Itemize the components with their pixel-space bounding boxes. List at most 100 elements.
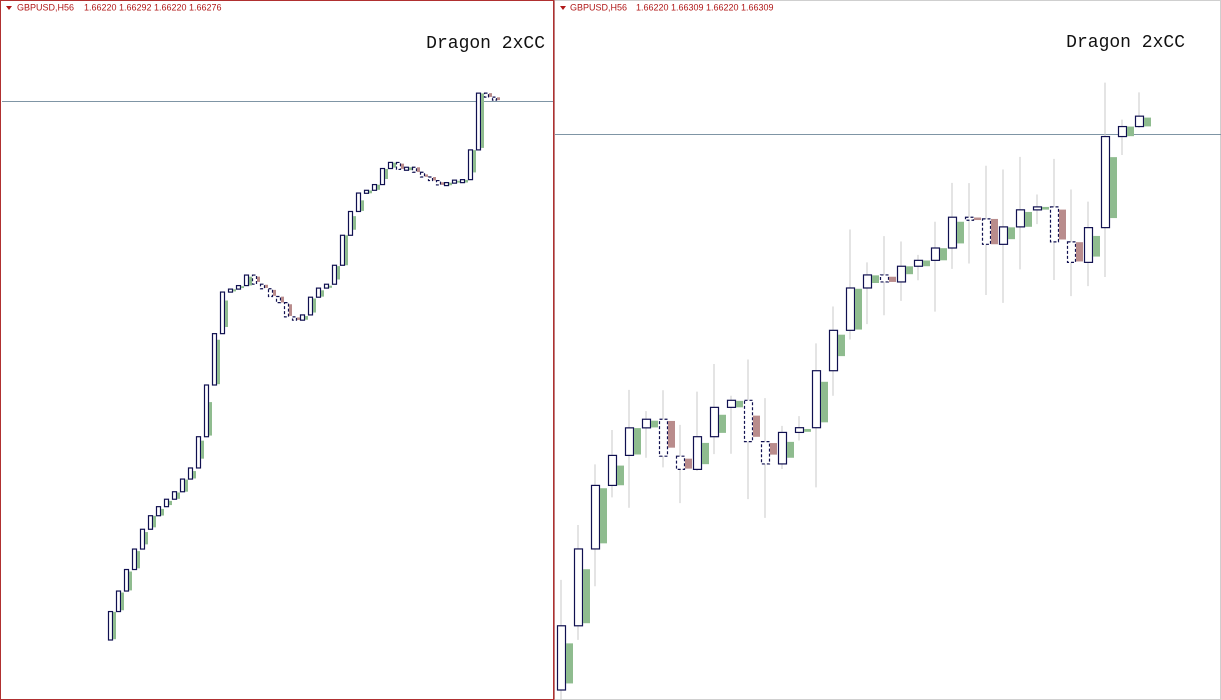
candle-bar [1008, 227, 1015, 240]
candle-body [467, 149, 474, 181]
candle-body [1134, 115, 1145, 128]
candle-body [947, 216, 958, 249]
candle-bar [201, 440, 204, 459]
candle-bar [583, 569, 590, 624]
candle-bar [409, 167, 412, 171]
candle-body [163, 498, 170, 508]
candle-bar [305, 316, 308, 320]
candle-body [195, 436, 202, 469]
candle-bar [193, 471, 196, 479]
candle-body [590, 484, 601, 550]
candle-body [435, 179, 442, 186]
candle-bar [137, 551, 140, 569]
candle-body [131, 548, 138, 571]
candle-body [211, 333, 218, 386]
candle-bar [1110, 157, 1117, 219]
candle-bar [473, 150, 476, 173]
candle-bar [770, 443, 777, 455]
candle-bar [719, 414, 726, 433]
candle-body [411, 166, 418, 173]
candle-body [1083, 227, 1094, 263]
quote: 1.66220 [706, 2, 739, 12]
candle-bar [940, 248, 947, 261]
candle-bar [702, 442, 709, 465]
candle-bar [321, 290, 324, 297]
candle-body [896, 265, 907, 283]
candle-bar [425, 174, 428, 177]
menu-arrow[interactable] [560, 6, 566, 10]
candle-bar [297, 317, 300, 320]
candle-bar [991, 218, 998, 245]
candle-bar [145, 532, 148, 545]
candle-body [347, 210, 354, 236]
candle-bar [329, 285, 332, 288]
candle-bar [289, 304, 292, 316]
candle-bar [481, 93, 484, 148]
candle-body [483, 92, 490, 98]
candle-bar [177, 492, 180, 499]
candle-bar [1076, 242, 1083, 262]
candle-bar [457, 180, 460, 183]
candle-body [1066, 241, 1077, 263]
candle-body [641, 418, 652, 429]
indicator-label: Dragon 2xCC [1066, 33, 1185, 53]
candle-bar [393, 162, 396, 168]
quote: 1.66309 [741, 2, 774, 12]
candle-bar [225, 300, 228, 328]
candle-body [1100, 135, 1111, 229]
candle-bar [821, 381, 828, 423]
candle-body [726, 399, 737, 408]
candle-body [259, 283, 266, 290]
candle-body [331, 264, 338, 285]
candle-body [107, 610, 114, 641]
candle-body [123, 568, 130, 592]
candle-body [913, 259, 924, 267]
candle-body [371, 183, 378, 191]
candle-body [998, 226, 1009, 245]
candle-bar [441, 182, 444, 185]
candle-body [395, 161, 402, 171]
candle-bar [600, 488, 607, 544]
candle-body [658, 418, 669, 457]
candle-body [171, 491, 178, 500]
candle-body [459, 179, 466, 184]
candle-body [235, 284, 242, 290]
candle-body [219, 291, 226, 335]
candle-bar [185, 479, 188, 492]
candle-bar [668, 420, 675, 448]
quote: 1.66220 [84, 2, 117, 12]
candle-bar [433, 177, 436, 181]
candle-bar [957, 221, 964, 244]
candle-bar [566, 643, 573, 684]
candle-bar [685, 458, 692, 469]
candle-bar [1127, 126, 1134, 137]
candle-body [155, 506, 162, 517]
candle-body [187, 467, 194, 480]
candle-bar [497, 97, 500, 101]
candle-body [291, 316, 298, 321]
candle-body [379, 167, 386, 186]
candle-bar [906, 266, 913, 275]
candle-bar [161, 508, 164, 516]
candle-bar [241, 286, 244, 289]
candle-body [709, 406, 720, 438]
candle-body [1032, 206, 1043, 211]
candle-bar [872, 275, 879, 283]
candle-body [147, 515, 154, 530]
menu-arrow[interactable] [6, 6, 12, 10]
candle-body [323, 283, 330, 289]
candle-body [828, 329, 839, 372]
candle-body [964, 216, 975, 221]
candle-bar [249, 276, 252, 286]
candle-bar [1025, 211, 1032, 227]
candle-body [251, 274, 258, 285]
quote: 1.66292 [119, 2, 152, 12]
candle-bar [736, 400, 743, 408]
candle-body [315, 287, 322, 298]
candle-bar [337, 266, 340, 280]
candle-body [139, 528, 146, 550]
candle-body [115, 590, 122, 613]
candle-body [491, 96, 498, 101]
